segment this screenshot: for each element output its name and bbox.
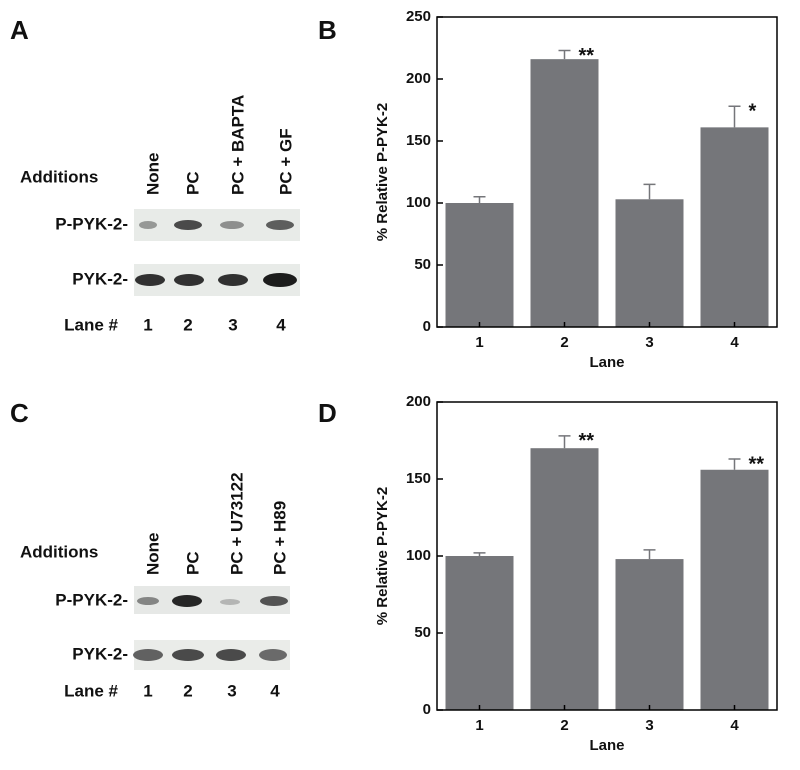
- x-tick-label: 3: [645, 717, 653, 734]
- plot-frame: [436, 16, 778, 328]
- lane-label: Lane #: [64, 681, 118, 700]
- y-tick-label: 100: [406, 194, 431, 211]
- condition-label: PC + U73122: [227, 472, 246, 575]
- lane-label: Lane #: [64, 315, 118, 334]
- condition-label: PC: [183, 171, 202, 195]
- condition-label: None: [143, 153, 162, 196]
- bar: [700, 469, 769, 710]
- significance: **: [579, 45, 595, 67]
- significance: **: [579, 430, 595, 452]
- additions-label: Additions: [20, 542, 98, 561]
- lane-number: 4: [270, 681, 280, 700]
- y-tick-label: 100: [406, 547, 431, 564]
- x-tick-label: 4: [730, 334, 739, 351]
- lane-number: 2: [183, 315, 192, 334]
- lane-number: 3: [228, 315, 237, 334]
- bar: [615, 559, 684, 710]
- x-tick-label: 1: [475, 334, 483, 351]
- x-axis-label: Lane: [589, 354, 624, 371]
- error-bar: [643, 549, 656, 560]
- lane-number: 4: [276, 315, 286, 334]
- y-tick-label: 200: [406, 393, 431, 410]
- condition-label: PC: [183, 551, 202, 575]
- lane-number: 2: [183, 681, 192, 700]
- bar: [700, 127, 769, 327]
- lane-number: 1: [143, 681, 152, 700]
- lane-number: 3: [227, 681, 236, 700]
- condition-label: PC + BAPTA: [228, 95, 247, 195]
- y-tick-label: 250: [406, 8, 431, 25]
- y-axis-label: % Relative P-PYK-2: [374, 103, 391, 241]
- error-bar: [473, 552, 486, 556]
- plot-frame: [436, 401, 778, 711]
- condition-label: None: [143, 533, 162, 576]
- bar: [615, 199, 684, 327]
- y-tick-label: 150: [406, 132, 431, 149]
- blot-image: [133, 586, 290, 670]
- x-tick-label: 3: [645, 334, 653, 351]
- bar: [530, 448, 599, 710]
- error-bar: [473, 196, 486, 203]
- bar: [530, 59, 599, 327]
- y-tick-label: 0: [423, 318, 431, 335]
- additions-label: Additions: [20, 167, 98, 186]
- condition-label: PC + H89: [270, 501, 289, 575]
- error-bar: [728, 458, 741, 470]
- x-tick-label: 1: [475, 717, 483, 734]
- lane-number: 1: [143, 315, 152, 334]
- y-tick-label: 50: [414, 256, 431, 273]
- error-bar: [558, 49, 571, 60]
- x-axis-label: Lane: [589, 737, 624, 754]
- row-label: P-PYK-2-: [55, 214, 128, 233]
- x-tick-label: 4: [730, 717, 739, 734]
- significance: **: [749, 453, 765, 475]
- row-label: PYK-2-: [72, 644, 128, 663]
- error-bar: [558, 435, 571, 449]
- significance: *: [749, 101, 757, 123]
- y-tick-label: 200: [406, 70, 431, 87]
- y-tick-label: 150: [406, 470, 431, 487]
- y-tick-label: 50: [414, 624, 431, 641]
- y-axis-label: % Relative P-PYK-2: [374, 487, 391, 625]
- panel-letter: B: [318, 15, 337, 45]
- panel-letter: A: [10, 15, 29, 45]
- bar: [445, 556, 514, 710]
- row-label: P-PYK-2-: [55, 590, 128, 609]
- error-bar: [728, 105, 741, 128]
- error-bar: [643, 183, 656, 200]
- blot-image: [134, 209, 300, 296]
- row-label: PYK-2-: [72, 269, 128, 288]
- bar: [445, 203, 514, 327]
- condition-label: PC + GF: [276, 128, 295, 195]
- panel-letter: C: [10, 398, 29, 428]
- x-tick-label: 2: [560, 717, 568, 734]
- panel-letter: D: [318, 398, 337, 428]
- y-tick-label: 0: [423, 701, 431, 718]
- x-tick-label: 2: [560, 334, 568, 351]
